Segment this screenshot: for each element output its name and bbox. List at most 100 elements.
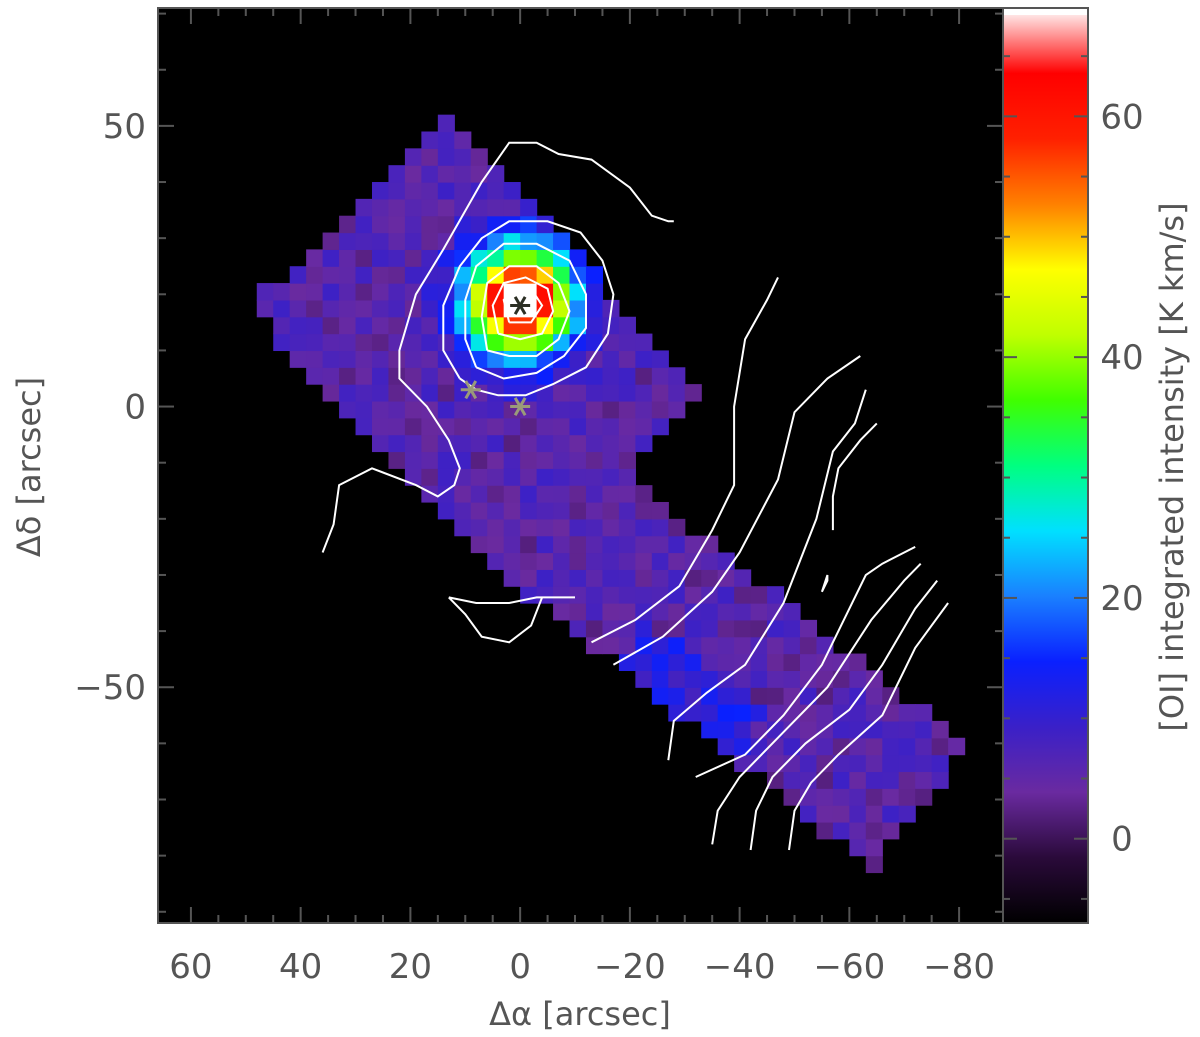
heatmap-cell <box>322 367 340 385</box>
heatmap-cell <box>602 417 620 436</box>
heatmap-cell <box>898 771 916 789</box>
contour-line <box>591 276 779 644</box>
heatmap-cell <box>799 636 818 655</box>
heatmap-cell <box>635 501 653 520</box>
heatmap-cell <box>651 417 669 436</box>
heatmap-cell <box>355 333 373 352</box>
heatmap-cell <box>585 518 604 537</box>
heatmap-cell <box>569 451 587 469</box>
heatmap-cell <box>339 384 357 402</box>
heatmap-cell <box>767 619 785 638</box>
heatmap-cell <box>503 249 521 267</box>
heatmap-cell <box>799 653 818 671</box>
heatmap-cell <box>651 619 669 638</box>
heatmap-cell <box>701 636 719 655</box>
heatmap-cell <box>536 468 554 486</box>
heatmap-cell <box>618 653 636 671</box>
colorbar-title: [OI] integrated intensity [K km/s] <box>1153 202 1191 731</box>
heatmap-cell <box>404 148 422 166</box>
heatmap-cell <box>371 283 390 301</box>
heatmap-cell <box>421 451 439 469</box>
heatmap-cell <box>421 350 439 368</box>
heatmap-cell <box>602 485 620 503</box>
heatmap-cell <box>865 754 883 773</box>
heatmap-cell <box>289 283 307 301</box>
heatmap-cell <box>536 434 554 453</box>
heatmap-cell <box>750 704 768 722</box>
heatmap-cell <box>783 737 801 756</box>
heatmap-cell <box>701 603 719 621</box>
heatmap-cell <box>668 603 686 621</box>
heatmap-cell <box>635 400 653 419</box>
heatmap-cell <box>734 619 752 638</box>
heatmap-cell <box>898 720 916 739</box>
heatmap-cell <box>585 485 604 503</box>
heatmap-cell <box>404 434 422 453</box>
heatmap-cell <box>651 350 669 368</box>
heatmap-cell <box>585 400 604 419</box>
heatmap-cell <box>470 215 488 234</box>
heatmap-cell <box>684 670 702 688</box>
colorbar-top-cap <box>1003 8 1088 15</box>
heatmap-cell <box>470 468 488 486</box>
heatmap-cell <box>569 434 587 453</box>
heatmap-cell <box>487 182 505 200</box>
heatmap-cell <box>388 283 406 301</box>
heatmap-cell <box>701 619 719 638</box>
heatmap-cell <box>915 737 933 756</box>
heatmap-cell <box>832 687 850 705</box>
heatmap-cell <box>520 535 538 554</box>
heatmap-cell <box>750 737 768 756</box>
heatmap-cell <box>520 384 538 402</box>
heatmap-cell <box>701 720 719 739</box>
heatmap-cell <box>306 249 324 267</box>
heatmap-cell <box>371 232 390 250</box>
heatmap-cell <box>569 266 587 284</box>
heatmap-cell <box>371 215 390 234</box>
heatmap-cell <box>404 266 422 284</box>
heatmap-cell <box>816 821 834 840</box>
heatmap-cell <box>799 754 818 773</box>
heatmap-cell <box>734 603 752 621</box>
heatmap-cell <box>849 838 867 857</box>
heatmap-cell <box>388 316 406 335</box>
heatmap-cell <box>536 569 554 587</box>
heatmap-cell <box>635 333 653 352</box>
heatmap-cell <box>931 754 949 773</box>
heatmap-cell <box>618 451 636 469</box>
heatmap-cell <box>750 670 768 688</box>
heatmap-cell <box>931 771 949 789</box>
heatmap-cell <box>536 283 554 301</box>
heatmap-cell <box>470 417 488 436</box>
heatmap-cell <box>651 400 669 419</box>
heatmap-cell <box>618 518 636 537</box>
heatmap-cell <box>651 586 669 604</box>
heatmap-cell <box>454 232 472 250</box>
heatmap-cell <box>635 485 653 503</box>
heatmap-cell <box>470 316 488 335</box>
heatmap-cell <box>306 367 324 385</box>
heatmap-cell <box>915 788 933 806</box>
heatmap-cell <box>454 249 472 267</box>
heatmap-cell <box>750 754 768 773</box>
heatmap-cell <box>684 619 702 638</box>
heatmap-cell <box>602 451 620 469</box>
heatmap-cell <box>339 299 357 318</box>
heatmap-cell <box>355 367 373 385</box>
heatmap-cell <box>618 586 636 604</box>
heatmap-cell <box>865 838 883 857</box>
heatmap-cell <box>734 653 752 671</box>
heatmap-cell <box>355 232 373 250</box>
heatmap-cell <box>388 182 406 200</box>
heatmap-cell <box>569 535 587 554</box>
heatmap-cell <box>503 350 521 368</box>
y-tick-label: 0 <box>124 388 146 428</box>
heatmap-cell <box>355 266 373 284</box>
heatmap-cell <box>832 805 850 823</box>
heatmap-cell <box>717 720 735 739</box>
heatmap-cell <box>289 350 307 368</box>
heatmap-cell <box>585 586 604 604</box>
heatmap-cell <box>437 299 455 318</box>
heatmap-cell <box>404 367 422 385</box>
heatmap-cell <box>339 232 357 250</box>
